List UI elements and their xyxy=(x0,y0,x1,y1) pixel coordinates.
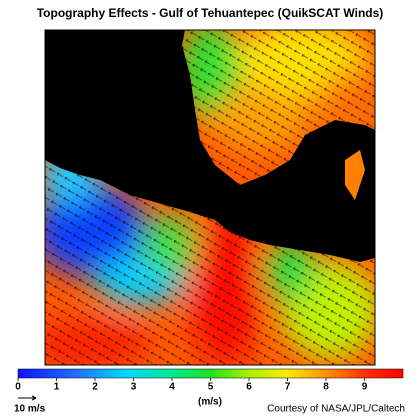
map-frame xyxy=(44,29,376,366)
colorbar-tick-label: 8 xyxy=(323,382,329,393)
colorbar-tick-label: 6 xyxy=(246,382,252,393)
land xyxy=(45,30,375,262)
colorbar-tick-label: 1 xyxy=(54,382,60,393)
bay xyxy=(345,150,365,200)
title: Topography Effects - Gulf of Tehuantepec… xyxy=(37,6,384,20)
colorbar xyxy=(17,368,404,379)
colorbar-tick-label: 5 xyxy=(208,382,214,393)
reference-label: 10 m/s xyxy=(14,404,46,415)
colorbar-label: (m/s) xyxy=(198,397,222,408)
colorbar-ticks: 0 1 2 3 4 5 6 7 8 9 xyxy=(15,378,368,393)
reference-arrow-head xyxy=(31,395,37,401)
colorbar-tick-label: 4 xyxy=(169,382,175,393)
wind-map xyxy=(45,30,375,365)
colorbar-tick-label: 7 xyxy=(285,382,291,393)
colorbar-tick-label: 9 xyxy=(362,382,368,393)
colorbar-tick-label: 0 xyxy=(15,382,21,393)
credit: Courtesy of NASA/JPL/Caltech xyxy=(267,404,405,415)
colorbar-tick-label: 2 xyxy=(92,382,98,393)
colorbar-tick-label: 3 xyxy=(131,382,137,393)
